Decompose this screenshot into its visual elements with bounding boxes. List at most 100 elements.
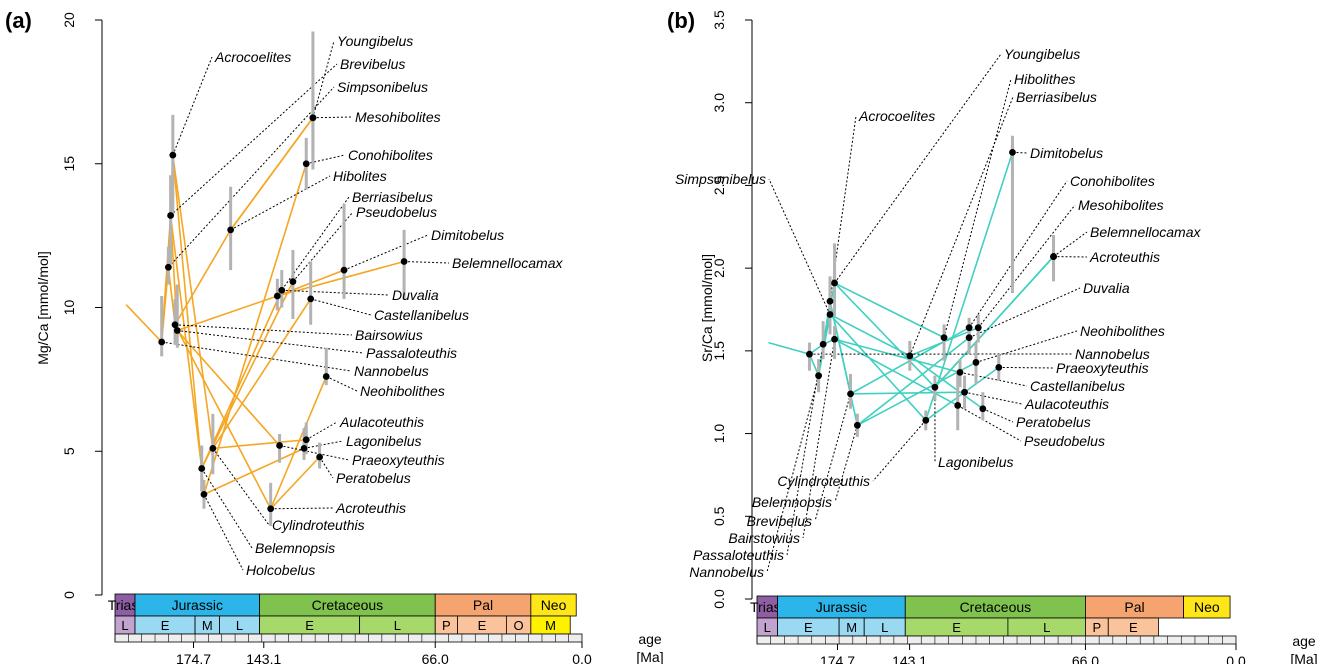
leader-castellanibelus xyxy=(959,371,1028,387)
tree-branch xyxy=(768,341,810,355)
tree-branch xyxy=(829,313,911,357)
label-neohibolithes: Neohibolithes xyxy=(1080,323,1165,339)
panel-a-y-axis: 0 5 10 15 20 xyxy=(61,12,103,599)
label-aulacoteuthis: Aulacoteuthis xyxy=(1024,396,1109,412)
label-belemnopsis: Belemnopsis xyxy=(752,494,832,510)
tree-branch xyxy=(176,329,281,447)
leader-dimitobelus xyxy=(343,234,429,271)
tree-branch xyxy=(212,298,312,449)
label-pseudobelus: Pseudobelus xyxy=(1024,433,1105,449)
panel-a-leaders xyxy=(161,40,450,571)
age-tick-label: 143.1 xyxy=(892,653,927,664)
label-aulacoteuthis: Aulacoteuthis xyxy=(339,414,424,430)
point-berriasibelus xyxy=(273,292,281,300)
label-passaloteuthis: Passaloteuthis xyxy=(693,547,784,563)
leader-praeoxyteuthis xyxy=(279,445,350,461)
y-tick-label: 10 xyxy=(61,300,77,316)
leader-berriasibelus xyxy=(276,196,350,297)
label-passaloteuthis: Passaloteuthis xyxy=(366,345,457,361)
epoch-label: E xyxy=(161,618,170,633)
point-bairstowius xyxy=(831,335,838,343)
period-label: Pal xyxy=(1124,599,1144,615)
point-belemnellocamax xyxy=(400,258,408,265)
point-conohibolites xyxy=(302,160,310,168)
age-tick-label: 174.7 xyxy=(820,653,855,664)
label-peratobelus: Peratobelus xyxy=(336,470,411,486)
leader-youngibelus xyxy=(834,53,1002,284)
leader-acroteuthis xyxy=(270,507,334,510)
panel-a-timescale: Trias. Jurassic Cretaceous Pal Neo L E M L E L P E O M… xyxy=(108,593,664,664)
tree-branch xyxy=(277,260,405,297)
point-conohibolites xyxy=(965,324,973,332)
panel-b-ylabel: Sr/Ca [mmol/mol] xyxy=(699,254,715,362)
point-hibolites xyxy=(227,226,235,234)
point-bairsowius xyxy=(171,321,179,329)
panel-b-timescale: Trias. Jurassic Cretaceous Pal Neo L E M L E L P E 17… xyxy=(750,595,1318,664)
leader-peratobelus xyxy=(319,456,334,479)
leader-belemnopsis xyxy=(201,468,253,549)
panel-b: (b) Sr/Ca [mmol/mol] 0.0 0.5 1.0 1.5 2.0 2.5 3… xyxy=(667,8,1318,664)
leader-praeoxyteuthis xyxy=(998,366,1054,369)
y-tick-label: 0.0 xyxy=(711,589,727,609)
tree-branch xyxy=(201,281,294,469)
tree-branch xyxy=(200,289,283,469)
age-tick-label: 174.7 xyxy=(176,651,211,664)
epoch-label: M xyxy=(202,618,213,633)
panel-b-y-axis: 0.0 0.5 1.0 1.5 2.0 2.5 3.0 3.5 xyxy=(711,10,753,609)
epoch-label: E xyxy=(478,618,487,633)
epoch-label: M xyxy=(846,620,857,635)
point-berriasibelus xyxy=(906,352,914,360)
leader-acrocoelites xyxy=(829,115,857,302)
tree-branch xyxy=(172,155,214,449)
tree-branch xyxy=(212,438,307,450)
label-holcobelus: Holcobelus xyxy=(246,562,315,578)
label-neohibolithes: Neohibolithes xyxy=(360,383,445,399)
label-dimitobelus: Dimitobelus xyxy=(431,227,504,243)
stage-strip xyxy=(114,633,583,643)
leader-aulacoteuthis xyxy=(305,421,338,441)
point-pseudobelus xyxy=(954,402,962,409)
point-acroteuthis xyxy=(1050,253,1057,260)
label-nannobelus: Nannobelus xyxy=(1075,346,1150,362)
label-bairstowius: Bairstowius xyxy=(728,530,800,546)
y-tick-label: 20 xyxy=(61,12,77,28)
label-youngibelus: Youngibelus xyxy=(1004,46,1080,62)
label-youngibelus: Youngibelus xyxy=(337,33,413,49)
label-mesohibolites: Mesohibolites xyxy=(355,109,441,125)
epoch-label: L xyxy=(881,620,888,635)
label-nannobelus: Nannobelus xyxy=(689,564,764,580)
point-passaloteuthis xyxy=(173,327,181,334)
tree-branch xyxy=(808,353,820,376)
tree-branch xyxy=(125,304,163,343)
leader-mesohibolites xyxy=(977,204,1076,329)
leader-passaloteuthis xyxy=(177,330,364,354)
point-peratobelus xyxy=(979,405,987,413)
leader-conohibolites xyxy=(968,180,1068,328)
point-dimitobelus xyxy=(1009,148,1016,156)
epoch-label: E xyxy=(305,618,314,633)
leader-pseudobelus xyxy=(957,405,1022,442)
point-youngibelus xyxy=(831,279,838,287)
period-label: Trias. xyxy=(750,599,784,615)
point-praeoxyteuthis xyxy=(995,364,1003,371)
tree-branch xyxy=(174,229,232,326)
epoch-label: L xyxy=(394,618,401,633)
panel-b-labels: Youngibelus Hibolithes Berriasibelus Acroco… xyxy=(675,46,1202,580)
period-label: Neo xyxy=(1194,599,1220,615)
tree-branch xyxy=(174,324,272,510)
label-berriasibelus: Berriasibelus xyxy=(1016,89,1097,105)
tree-branch xyxy=(829,301,859,426)
period-label: Pal xyxy=(473,597,493,613)
period-label: Cretaceous xyxy=(960,599,1032,615)
y-tick-label: 0 xyxy=(61,591,77,599)
label-conohibolites: Conohibolites xyxy=(348,147,433,163)
panel-a-errorbars xyxy=(160,31,406,526)
label-belemnellocamax: Belemnellocamax xyxy=(452,255,563,271)
label-acrocoelites: Acrocoelites xyxy=(858,108,935,124)
panel-b-leaders xyxy=(766,53,1088,573)
epoch-label: L xyxy=(121,618,128,633)
epoch-label: P xyxy=(442,618,451,633)
point-cylindroteuthis xyxy=(209,444,217,452)
age-tick-label: 0.0 xyxy=(572,651,592,664)
panel-a-points xyxy=(158,114,408,513)
